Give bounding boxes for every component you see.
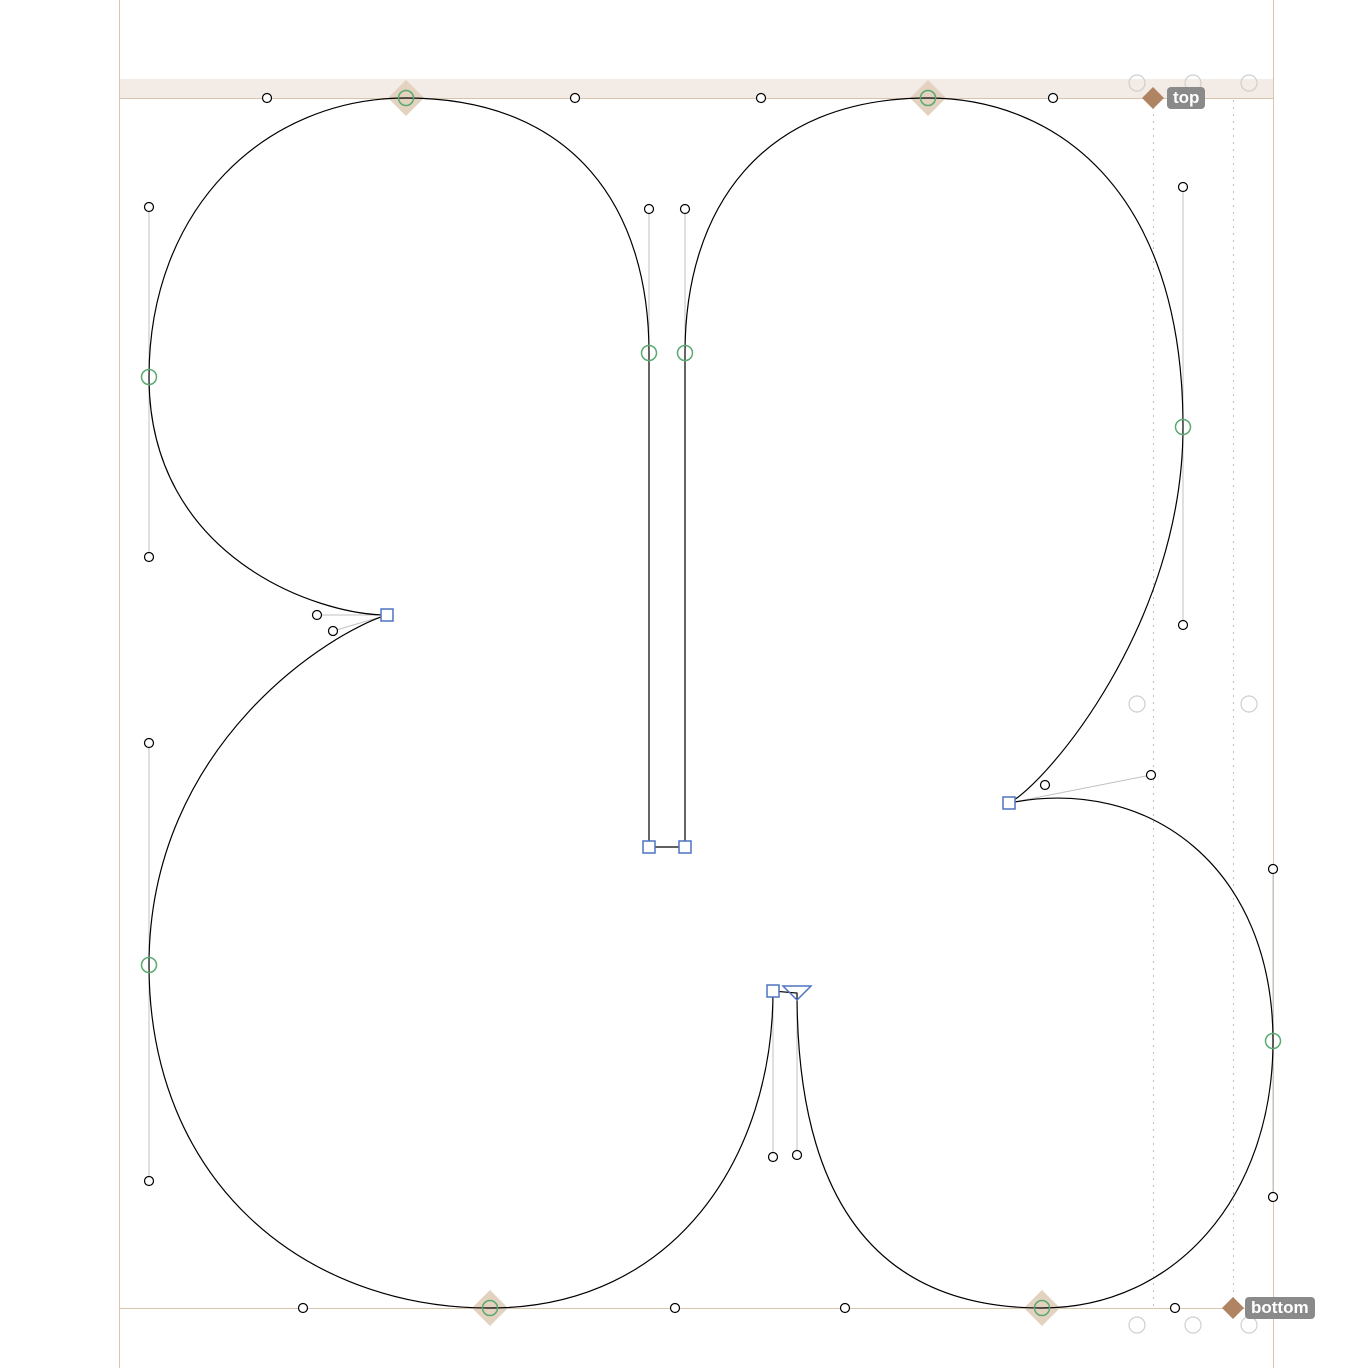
handle-point-icon[interactable]	[143, 551, 155, 563]
handle-point-icon[interactable]	[839, 1302, 851, 1314]
ghost-point	[1184, 1316, 1202, 1334]
handle-points[interactable]	[143, 92, 1279, 1314]
handle-point-icon[interactable]	[755, 92, 767, 104]
corner-nodes[interactable]	[380, 608, 1016, 1002]
handle-point-icon[interactable]	[1177, 181, 1189, 193]
ghost-point	[1240, 1316, 1258, 1334]
handle-point-icon[interactable]	[1047, 92, 1059, 104]
triangle-start-icon[interactable]	[781, 985, 813, 1002]
ghost-point	[1128, 1316, 1146, 1334]
top-metric-zone	[119, 79, 1273, 98]
handle-point-icon[interactable]	[311, 609, 323, 621]
top-metric-diamond-marker-icon[interactable]	[1142, 87, 1164, 109]
handle-point-icon[interactable]	[767, 1151, 779, 1163]
circle-node-icon[interactable]	[640, 344, 658, 362]
handle-point-icon[interactable]	[1145, 769, 1157, 781]
ghost-point	[1128, 74, 1146, 92]
handle-point-icon[interactable]	[1267, 1191, 1279, 1203]
ghost-points	[1128, 74, 1258, 1334]
square-node-icon[interactable]	[380, 608, 394, 622]
bottom-metric-diamond-marker-icon[interactable]	[1222, 1297, 1244, 1319]
glyph-outline[interactable]	[148, 97, 1274, 1309]
circle-node-icon[interactable]	[676, 344, 694, 362]
ghost-point	[1240, 74, 1258, 92]
handle-point-icon[interactable]	[1169, 1302, 1181, 1314]
circle-node-icon[interactable]	[1264, 1032, 1282, 1050]
bottom-metric-label[interactable]: bottom	[1245, 1297, 1315, 1319]
handle-point-icon[interactable]	[569, 92, 581, 104]
top-metric-label[interactable]: top	[1167, 87, 1206, 109]
circle-node-icon[interactable]	[1033, 1299, 1051, 1317]
handle-point-icon[interactable]	[261, 92, 273, 104]
circle-node-icon[interactable]	[140, 956, 158, 974]
handle-point-icon[interactable]	[669, 1302, 681, 1314]
square-node-icon[interactable]	[678, 840, 692, 854]
handle-point-icon[interactable]	[791, 1149, 803, 1161]
square-node-icon[interactable]	[1002, 796, 1016, 810]
handle-point-icon[interactable]	[1267, 863, 1279, 875]
handle-point-icon[interactable]	[679, 203, 691, 215]
square-node-icon[interactable]	[642, 840, 656, 854]
circle-node-icon[interactable]	[1174, 418, 1192, 436]
handle-point-icon[interactable]	[143, 201, 155, 213]
circle-node-icon[interactable]	[919, 89, 937, 107]
extremum-highlights	[388, 80, 1060, 1326]
ghost-point	[1240, 695, 1258, 713]
handle-point-icon[interactable]	[1177, 619, 1189, 631]
smooth-nodes[interactable]	[140, 89, 1282, 1317]
circle-node-icon[interactable]	[140, 368, 158, 386]
ghost-point	[1128, 695, 1146, 713]
handle-point-icon[interactable]	[1039, 779, 1051, 791]
handle-point-icon[interactable]	[327, 625, 339, 637]
circle-node-icon[interactable]	[481, 1299, 499, 1317]
handle-point-icon[interactable]	[297, 1302, 309, 1314]
handle-point-icon[interactable]	[143, 1175, 155, 1187]
handle-point-icon[interactable]	[643, 203, 655, 215]
handle-point-icon[interactable]	[143, 737, 155, 749]
circle-node-icon[interactable]	[397, 89, 415, 107]
square-node-icon[interactable]	[766, 984, 780, 998]
